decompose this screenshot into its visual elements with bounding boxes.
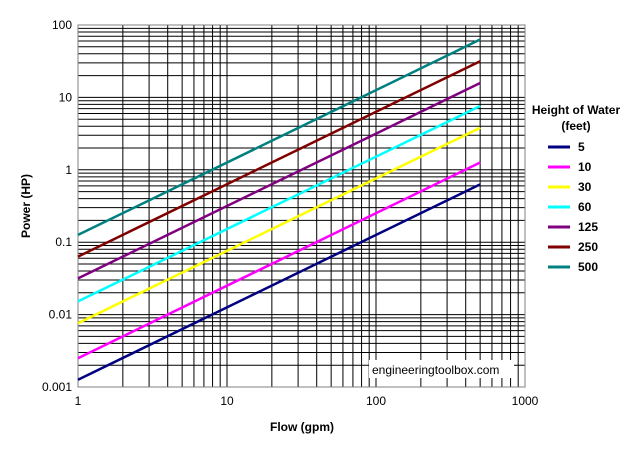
y-tick-label: 1: [65, 163, 72, 177]
y-tick-label: 0.1: [55, 235, 72, 249]
series-line-5: [77, 183, 481, 381]
legend-label-250: 250: [578, 240, 598, 254]
legend-label-10: 10: [578, 160, 592, 174]
legend-title: Height of Water (feet): [532, 103, 621, 133]
y-axis-ticks: 0.001 0.01 0.1 1 10 100: [42, 18, 72, 394]
series-line-10: [77, 161, 481, 360]
legend-title-line-1: Height of Water: [532, 103, 621, 117]
y-tick-label: 100: [52, 18, 72, 32]
x-axis-ticks: 1 10 100 1000: [75, 394, 539, 408]
legend-title-line-2: (feet): [561, 119, 590, 133]
series-line-250: [77, 60, 481, 258]
series-line-125: [77, 81, 481, 280]
x-tick-label: 1000: [512, 394, 539, 408]
x-axis-title: Flow (gpm): [270, 420, 334, 434]
watermark-box: [369, 360, 514, 378]
legend-label-5: 5: [578, 140, 585, 154]
x-tick-label: 100: [366, 394, 386, 408]
legend-label-500: 500: [578, 260, 598, 274]
series-line-30: [77, 126, 481, 325]
legend-label-30: 30: [578, 180, 592, 194]
watermark-text: engineeringtoolbox.com: [372, 363, 499, 377]
x-tick-label: 1: [75, 394, 82, 408]
y-tick-label: 10: [59, 90, 73, 104]
legend-label-125: 125: [578, 220, 598, 234]
y-tick-label: 0.001: [42, 380, 72, 394]
series-line-60: [77, 104, 481, 303]
y-axis-title: Power (HP): [19, 174, 33, 238]
legend-label-60: 60: [578, 200, 592, 214]
plot-area-border: [77, 24, 526, 388]
y-tick-label: 0.01: [49, 308, 73, 322]
watermark: engineeringtoolbox.com: [369, 360, 514, 378]
series-line-500: [77, 38, 481, 237]
series-lines: [77, 38, 481, 381]
x-tick-label: 10: [220, 394, 234, 408]
grid-lines: [77, 25, 525, 388]
legend: Height of Water (feet) 5 10 30 60 125 250 500: [532, 103, 621, 274]
